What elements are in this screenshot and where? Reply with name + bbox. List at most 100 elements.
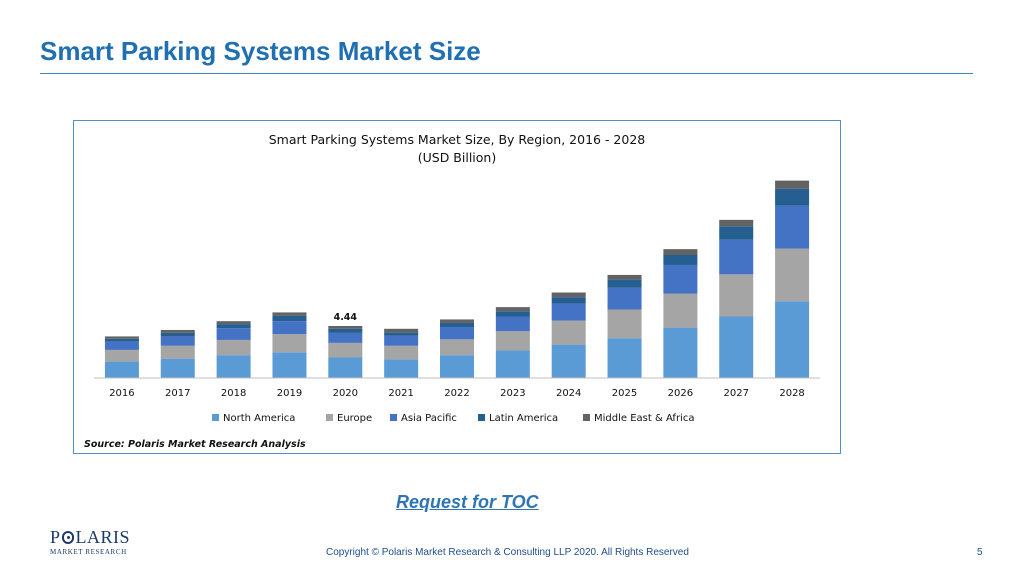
x-tick-2020: 2020 [333, 388, 358, 399]
bar-2026-middle-east-africa [663, 249, 698, 255]
bar-2016-europe [104, 349, 139, 362]
bar-2023-north-america [495, 350, 530, 378]
bar-2020-latin-america [328, 328, 363, 333]
bar-2016-middle-east-africa [104, 336, 139, 339]
legend-swatch-asia-pacific [390, 414, 397, 421]
bar-2026-latin-america [663, 255, 698, 265]
request-toc-link[interactable]: Request for TOC [396, 492, 539, 512]
bar-2022-asia-pacific [440, 327, 474, 340]
bar-2018-asia-pacific [216, 328, 251, 340]
bar-2025-europe [607, 309, 642, 339]
bar-2017-north-america [160, 358, 195, 378]
chart-legend: North America Europe Asia Pacific Latin Ame… [212, 413, 694, 424]
bar-2020-north-america [328, 357, 363, 378]
bar-2018-north-america [216, 355, 251, 378]
legend-label-north-america: North America [223, 413, 295, 424]
chart-title: Smart Parking Systems Market Size, By Re… [269, 132, 646, 147]
legend-swatch-europe [326, 414, 333, 421]
bar-2024-north-america [551, 344, 586, 378]
bar-2021-europe [384, 345, 419, 360]
bar-2019-north-america [272, 352, 307, 378]
polaris-star-icon [61, 530, 75, 544]
bar-2025-north-america [607, 338, 642, 378]
logo-wordmark: P LARIS [50, 527, 130, 547]
bar-2021-latin-america [384, 332, 419, 336]
bar-2027-latin-america [719, 226, 754, 240]
bar-2023-middle-east-africa [495, 307, 530, 312]
legend-swatch-north-america [212, 414, 219, 421]
title-divider [40, 73, 973, 74]
x-tick-2017: 2017 [165, 388, 190, 399]
bar-2028-middle-east-africa [775, 180, 810, 189]
bar-2024-europe [551, 320, 586, 345]
x-tick-2018: 2018 [221, 388, 246, 399]
bar-2026-europe [663, 293, 698, 328]
bar-2027-europe [719, 274, 754, 317]
x-tick-labels: 2016 2017 2018 2019 2020 2021 2022 2023 2024 2025… [109, 388, 805, 399]
bar-2023-asia-pacific [495, 316, 530, 332]
x-tick-2024: 2024 [556, 388, 581, 399]
logo-tagline: MARKET RESEARCH [50, 548, 127, 556]
bar-2022-north-america [440, 355, 474, 378]
x-tick-2016: 2016 [109, 388, 134, 399]
chart-subtitle: (USD Billion) [418, 150, 496, 165]
x-tick-2021: 2021 [388, 388, 413, 399]
bar-2018-middle-east-africa [216, 321, 251, 325]
x-tick-2025: 2025 [612, 388, 637, 399]
bar-2027-asia-pacific [719, 239, 754, 275]
chart-source: Source: Polaris Market Research Analysis [84, 439, 306, 450]
bar-2023-europe [495, 331, 530, 351]
polaris-logo: P LARIS MARKET RESEARCH [50, 528, 130, 562]
chart-svg: Smart Parking Systems Market Size, By Re… [84, 132, 820, 450]
bar-2017-middle-east-africa [160, 329, 195, 333]
x-tick-2027: 2027 [724, 388, 749, 399]
bar-2020-europe [328, 342, 363, 358]
x-tick-2022: 2022 [444, 388, 469, 399]
bar-2018-latin-america [216, 324, 251, 329]
bar-2028-north-america [775, 301, 810, 378]
legend-label-asia-pacific: Asia Pacific [401, 413, 457, 424]
copyright-text: Copyright © Polaris Market Research & Co… [326, 547, 689, 558]
bar-2016-north-america [104, 361, 139, 378]
legend-label-latin-america: Latin America [489, 413, 558, 424]
x-tick-2019: 2019 [277, 388, 302, 399]
bar-2025-asia-pacific [607, 287, 642, 310]
bar-2019-asia-pacific [272, 321, 307, 335]
data-label-2020: 4.44 [334, 312, 358, 323]
slide-title: Smart Parking Systems Market Size [40, 36, 481, 66]
legend-label-middle-east-africa: Middle East & Africa [594, 413, 694, 424]
legend-label-europe: Europe [337, 413, 372, 424]
x-tick-2028: 2028 [779, 388, 804, 399]
bar-2021-asia-pacific [384, 335, 419, 346]
bar-2025-latin-america [607, 279, 642, 288]
page-number: 5 [977, 547, 983, 558]
bar-2024-middle-east-africa [551, 292, 586, 298]
bar-2018-europe [216, 339, 251, 356]
legend-swatch-middle-east-africa [583, 414, 590, 421]
bar-2022-europe [440, 339, 474, 356]
bar-2024-latin-america [551, 297, 586, 304]
bar-2028-asia-pacific [775, 205, 810, 249]
x-tick-2026: 2026 [668, 388, 693, 399]
bar-2022-latin-america [440, 322, 474, 328]
bar-2019-europe [272, 334, 307, 353]
bar-2016-asia-pacific [104, 341, 139, 350]
bar-2028-europe [775, 248, 810, 302]
bar-2021-middle-east-africa [384, 328, 419, 333]
bar-2017-asia-pacific [160, 336, 195, 346]
bar-2028-latin-america [775, 188, 810, 206]
bar-2026-asia-pacific [663, 264, 698, 294]
bar-2024-asia-pacific [551, 303, 586, 321]
bar-2019-latin-america [272, 315, 307, 322]
bar-2017-latin-america [160, 332, 195, 337]
bar-2026-north-america [663, 327, 698, 378]
bar-2017-europe [160, 345, 195, 359]
bar-2023-latin-america [495, 311, 530, 317]
bar-2027-middle-east-africa [719, 219, 754, 227]
x-tick-2023: 2023 [500, 388, 525, 399]
chart-frame: Smart Parking Systems Market Size, By Re… [73, 120, 841, 454]
bar-2019-middle-east-africa [272, 312, 307, 316]
bar-2022-middle-east-africa [440, 319, 474, 323]
bar-2021-north-america [384, 359, 419, 378]
bar-2020-middle-east-africa [328, 325, 363, 329]
